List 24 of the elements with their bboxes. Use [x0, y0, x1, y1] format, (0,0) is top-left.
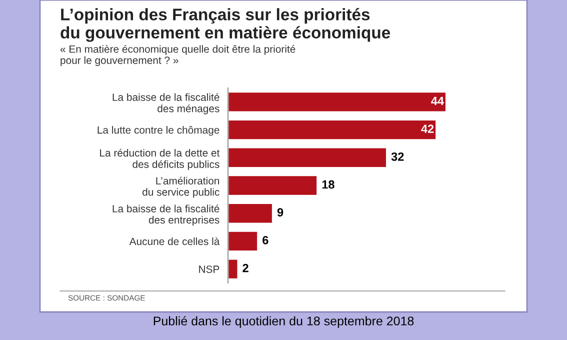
y-tick-label: Aucune de celles là	[129, 237, 220, 246]
text: Publié dans le quotidien du 18 septembre 2018	[154, 316, 414, 328]
y-tick-label: La lutte contre le chômage	[98, 126, 220, 136]
bar	[228, 202, 274, 224]
bar	[228, 174, 318, 196]
chart-subtitle: « En matière économique quelle doit être la priorité pour le gouvernement ? »	[60, 45, 296, 66]
chart-title: L’opinion des Français sur les priorités du gouvernement en matière économique	[60, 8, 390, 42]
bar	[228, 119, 437, 141]
data-label: 9	[277, 208, 284, 217]
data-label: 18	[322, 180, 334, 189]
data-label: 42	[421, 124, 434, 133]
data-label: 6	[262, 236, 268, 244]
bar	[228, 258, 239, 280]
data-label: 32	[391, 152, 404, 161]
y-tick-label: La réduction de la dette et des déficits publics	[100, 148, 220, 170]
y-tick-label: L’amélioration du service public	[142, 176, 220, 198]
bar	[228, 230, 258, 252]
y-tick-label: NSP	[199, 266, 220, 273]
data-label: 44	[431, 96, 444, 105]
bar	[228, 91, 447, 113]
data-label: 2	[242, 264, 248, 272]
y-tick-label: La baisse de la fiscalité des entreprises	[112, 204, 220, 226]
bar	[228, 146, 388, 168]
y-tick-label: La baisse de la fiscalité des ménages	[112, 93, 220, 114]
